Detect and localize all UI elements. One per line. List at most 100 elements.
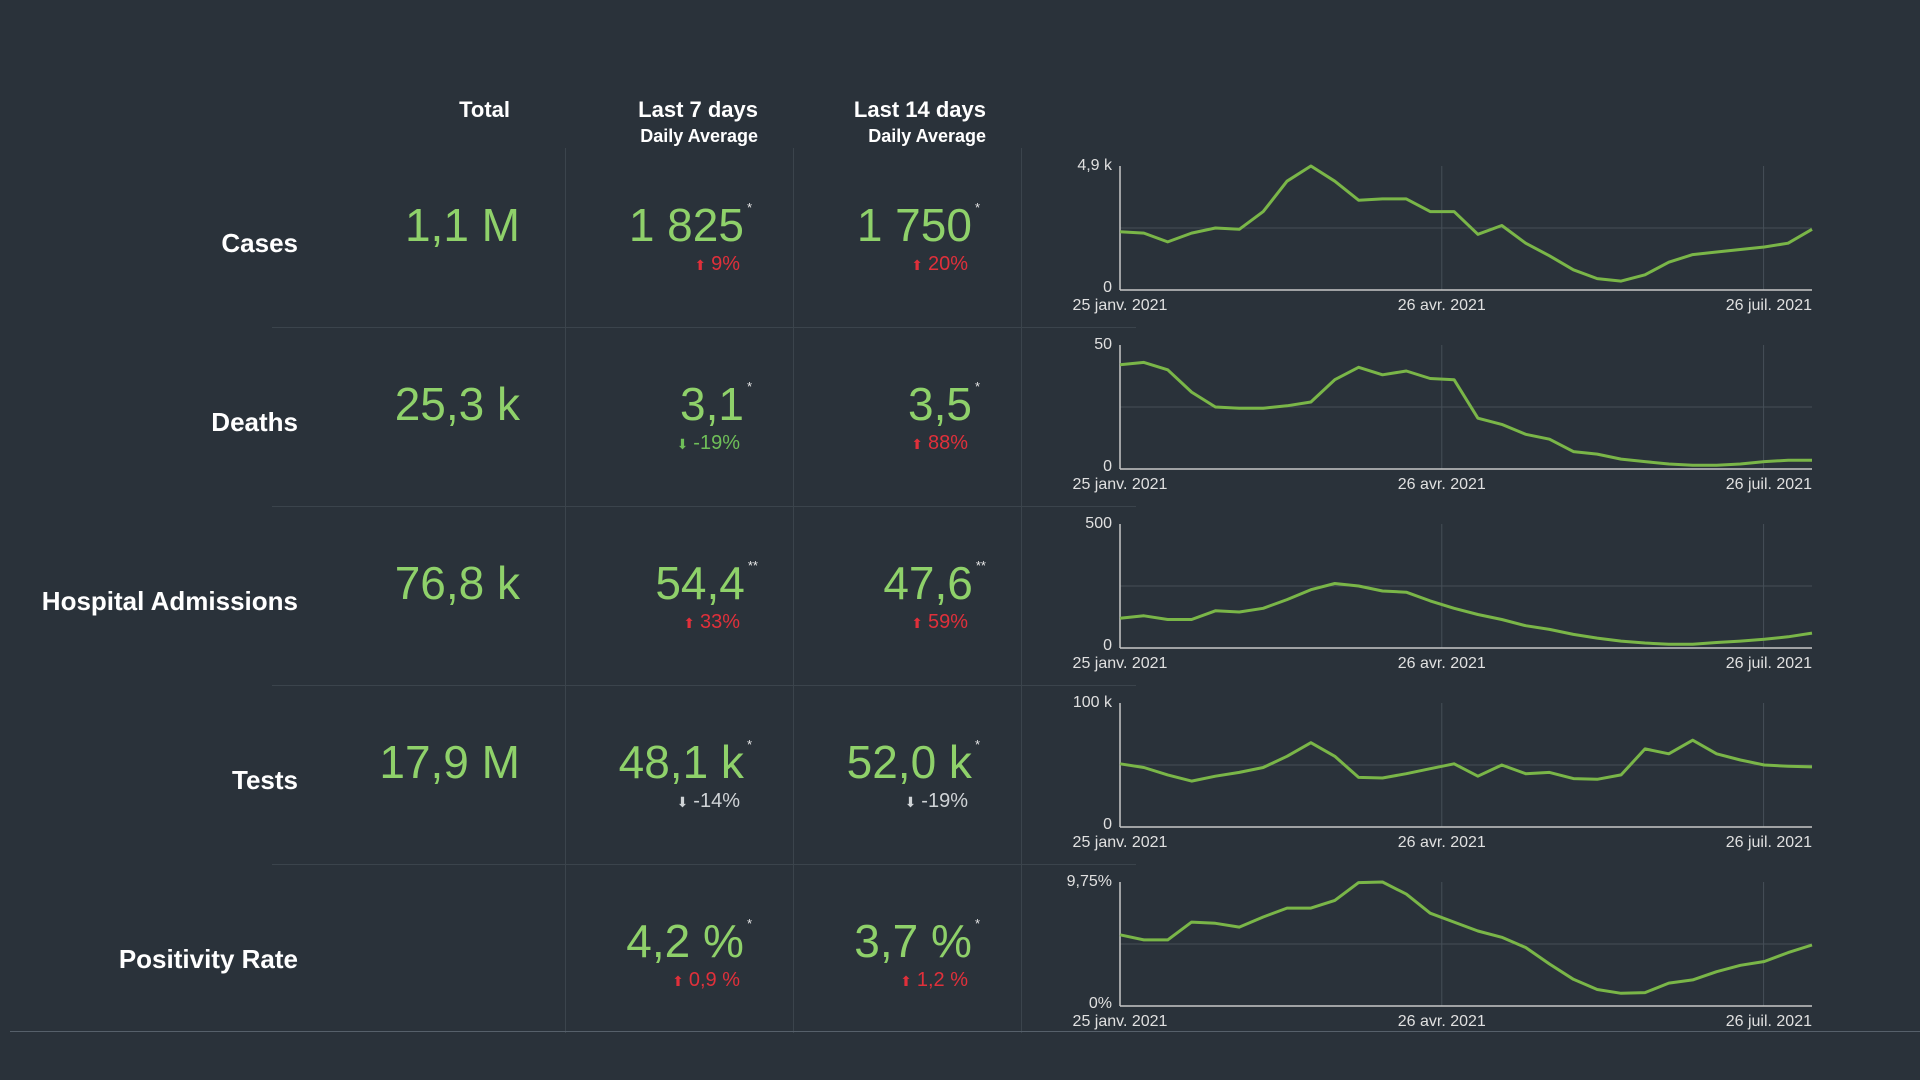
last7-value: 1 825 * xyxy=(629,198,752,252)
metric-row-deaths: Deaths 25,3 k 3,1 * ⬇ -19% 3,5 * ⬆ 88% xyxy=(0,337,1920,516)
x-tick-label: 25 janv. 2021 xyxy=(1073,834,1168,851)
y-tick-label: 0% xyxy=(1089,995,1112,1012)
total-value: 17,9 M xyxy=(379,735,520,789)
header-last14: Last 14 days Daily Average xyxy=(790,96,986,148)
last7-value-text: 4,2 % xyxy=(626,915,744,967)
header-total: Total xyxy=(400,96,510,124)
x-tick-label: 25 janv. 2021 xyxy=(1073,1013,1168,1030)
row-divider xyxy=(272,327,1136,328)
arrow-up-icon: ⬆ xyxy=(672,973,684,989)
last7-value-text: 54,4 xyxy=(655,557,745,609)
column-divider xyxy=(565,148,566,1033)
arrow-down-icon: ⬇ xyxy=(904,794,917,810)
footnote-marker: * xyxy=(746,916,752,931)
row-label: Hospital Admissions xyxy=(41,586,298,616)
sparkline-chart-deaths: 0 50 25 janv. 2021 26 avr. 2021 26 juil. 202… xyxy=(1073,336,1813,493)
sparkline-chart-hospital-admissions: 0 500 25 janv. 2021 26 avr. 2021 26 juil. 20… xyxy=(1073,515,1813,672)
footnote-marker: * xyxy=(746,379,752,394)
footnote-marker: * xyxy=(974,916,980,931)
row-divider xyxy=(272,506,1136,507)
series-line xyxy=(1119,582,1813,646)
metric-row-positivity-rate: Positivity Rate 4,2 % * ⬆ 0,9 % 3,7 % * ⬆ 1,… xyxy=(0,874,1920,1053)
last7-change: ⬆ 0,9 % xyxy=(672,969,740,992)
last14-value: 1 750 * xyxy=(857,198,980,252)
row-divider xyxy=(272,685,1136,686)
total-value-text: 25,3 k xyxy=(394,378,520,430)
last14-value: 3,7 % * xyxy=(854,914,980,968)
last14-value-text: 3,5 xyxy=(907,378,972,430)
header-total-label: Total xyxy=(459,97,510,122)
y-tick-label: 0 xyxy=(1103,458,1112,475)
footnote-marker: * xyxy=(974,379,980,394)
last7-change-text: 9% xyxy=(711,253,740,275)
series-line xyxy=(1119,880,1813,995)
x-tick-label: 26 avr. 2021 xyxy=(1398,1013,1486,1030)
row-label: Deaths xyxy=(211,407,298,437)
last14-value: 47,6 ** xyxy=(883,556,986,610)
last14-change-text: -19% xyxy=(921,790,968,812)
last7-change: ⬇ -19% xyxy=(677,432,740,455)
last14-value-text: 47,6 xyxy=(883,557,973,609)
last7-value-text: 48,1 k xyxy=(618,736,744,788)
y-tick-label: 0 xyxy=(1103,637,1112,654)
last14-value: 52,0 k * xyxy=(847,735,980,789)
last7-value-text: 1 825 xyxy=(628,199,744,251)
header-last7: Last 7 days Daily Average xyxy=(560,96,758,148)
arrow-up-icon: ⬆ xyxy=(911,615,923,631)
x-tick-label: 25 janv. 2021 xyxy=(1073,655,1168,672)
series-line xyxy=(1119,360,1812,467)
last14-change-text: 59% xyxy=(927,611,968,633)
footnote-marker: * xyxy=(974,200,980,215)
last14-value-text: 1 750 xyxy=(856,199,972,251)
y-tick-label: 9,75% xyxy=(1067,873,1112,890)
total-value-text: 17,9 M xyxy=(379,736,520,788)
sparkline-chart-cases: 0 4,9 k 25 janv. 2021 26 avr. 2021 26 juil. … xyxy=(1073,157,1813,314)
y-tick-label: 50 xyxy=(1094,336,1112,353)
arrow-up-icon: ⬆ xyxy=(900,973,912,989)
column-divider xyxy=(1021,148,1022,1033)
header-last7-sublabel: Daily Average xyxy=(640,126,758,146)
last7-value: 4,2 % * xyxy=(626,914,752,968)
last14-change: ⬆ 20% xyxy=(911,253,968,276)
last7-change: ⬆ 9% xyxy=(694,253,740,276)
last14-value-text: 52,0 k xyxy=(846,736,972,788)
last14-change: ⬇ -19% xyxy=(905,790,968,813)
x-tick-label: 26 avr. 2021 xyxy=(1398,655,1486,672)
last7-value: 3,1 * xyxy=(680,377,752,431)
y-tick-label: 100 k xyxy=(1073,694,1113,711)
x-tick-label: 26 avr. 2021 xyxy=(1398,834,1486,851)
y-tick-label: 500 xyxy=(1085,515,1112,532)
x-tick-label: 25 janv. 2021 xyxy=(1073,297,1168,314)
header-last7-label: Last 7 days xyxy=(638,97,758,122)
footnote-marker: ** xyxy=(747,558,758,573)
sparkline-chart-tests: 0 100 k 25 janv. 2021 26 avr. 2021 26 juil. … xyxy=(1073,694,1813,851)
last14-change: ⬆ 88% xyxy=(911,432,968,455)
metric-row-cases: Cases 1,1 M 1 825 * ⬆ 9% 1 750 * ⬆ 20% xyxy=(0,158,1920,337)
row-divider xyxy=(272,864,1136,865)
footnote-marker: ** xyxy=(975,558,986,573)
x-tick-label: 25 janv. 2021 xyxy=(1073,476,1168,493)
footnote-marker: * xyxy=(974,737,980,752)
last7-change-text: -14% xyxy=(693,790,740,812)
x-tick-label: 26 avr. 2021 xyxy=(1398,297,1486,314)
arrow-up-icon: ⬆ xyxy=(911,436,923,452)
total-value: 1,1 M xyxy=(405,198,520,252)
series-line xyxy=(1119,738,1813,783)
row-label: Tests xyxy=(232,765,298,795)
metric-row-hospital-admissions: Hospital Admissions 76,8 k 54,4 ** ⬆ 33% 4… xyxy=(0,516,1920,695)
footnote-marker: * xyxy=(746,737,752,752)
last7-change: ⬆ 33% xyxy=(683,611,740,634)
y-tick-label: 0 xyxy=(1103,816,1112,833)
last7-value: 54,4 ** xyxy=(655,556,758,610)
y-tick-label: 0 xyxy=(1103,279,1112,296)
last14-change: ⬆ 59% xyxy=(911,611,968,634)
last7-change-text: 0,9 % xyxy=(688,969,740,991)
last14-change-text: 20% xyxy=(927,253,968,275)
arrow-up-icon: ⬆ xyxy=(683,615,695,631)
row-label: Cases xyxy=(221,228,298,258)
header-last14-label: Last 14 days xyxy=(853,97,986,122)
header-last14-sublabel: Daily Average xyxy=(868,126,986,146)
x-tick-label: 26 juil. 2021 xyxy=(1726,655,1812,672)
last14-value-text: 3,7 % xyxy=(854,915,972,967)
